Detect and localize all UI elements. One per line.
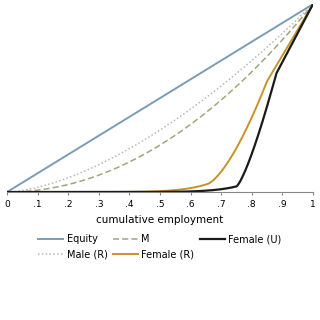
Female (U) [215,188,219,192]
M [311,2,315,6]
Female (R) [311,2,315,6]
Male (R) [36,185,40,189]
Female (R) [249,117,253,121]
Legend: Equity, Male (R), M, Female (R), Female (U): Equity, Male (R), M, Female (R), Female … [38,235,282,259]
Female (R) [129,190,133,194]
Line: Female (U): Female (U) [7,4,313,192]
M [244,76,247,80]
Equity [249,40,253,44]
Line: Equity: Equity [7,4,313,192]
Female (U) [311,2,315,6]
Female (U) [244,168,247,172]
M [36,188,40,192]
Male (R) [311,2,315,6]
M [249,70,253,74]
Male (R) [129,146,133,150]
Female (U) [129,190,133,194]
Equity [36,171,40,175]
Equity [244,44,247,47]
Female (R) [215,174,219,178]
Line: Female (R): Female (R) [7,4,313,192]
X-axis label: cumulative employment: cumulative employment [96,215,224,225]
Equity [215,61,219,65]
Equity [5,190,9,194]
Female (R) [140,190,144,194]
Equity [129,114,133,118]
M [215,101,219,105]
Line: Male (R): Male (R) [7,4,313,192]
M [5,190,9,194]
Equity [311,2,315,6]
Male (R) [249,59,253,63]
Female (R) [36,190,40,194]
Male (R) [140,140,144,143]
Male (R) [244,64,247,68]
M [140,154,144,157]
Male (R) [215,87,219,91]
M [129,159,133,163]
Equity [140,108,144,111]
Male (R) [5,190,9,194]
Female (R) [5,190,9,194]
Line: M: M [7,4,313,192]
Female (U) [5,190,9,194]
Female (U) [36,190,40,194]
Female (U) [249,154,253,158]
Female (R) [244,129,247,132]
Female (U) [140,190,144,194]
